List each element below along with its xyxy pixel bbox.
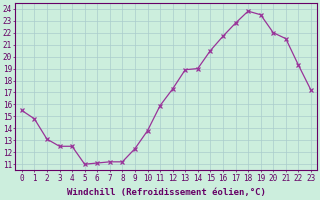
X-axis label: Windchill (Refroidissement éolien,°C): Windchill (Refroidissement éolien,°C) [67, 188, 266, 197]
